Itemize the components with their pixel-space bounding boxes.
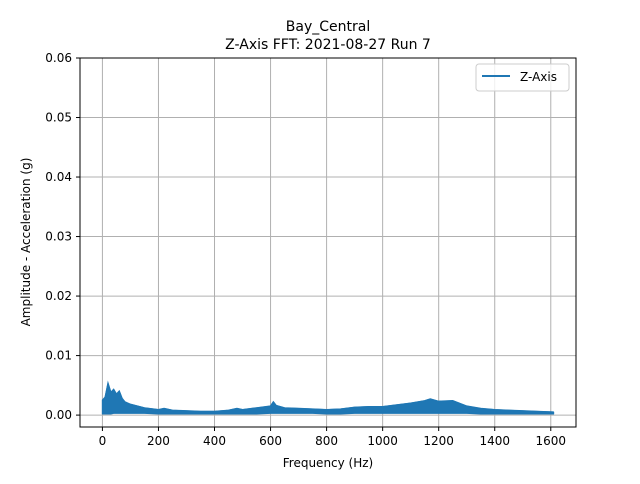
y-axis-label: Amplitude - Acceleration (g) — [19, 158, 33, 327]
plot-frame — [79, 57, 577, 428]
x-tick-label-8: 1600 — [536, 434, 567, 448]
chart-subtitle: Z-Axis FFT: 2021-08-27 Run 7 — [225, 37, 431, 53]
chart-title: Bay_Central — [286, 19, 370, 35]
legend-frame — [475, 63, 570, 92]
x-axis-label: Frequency (Hz) — [283, 456, 374, 470]
series-layer — [101, 380, 555, 415]
y-tick-label-1: 0.01 — [45, 349, 72, 363]
series-0-line — [101, 380, 554, 413]
x-tick-label-4: 800 — [315, 434, 338, 448]
x-tick-label-5: 1000 — [367, 434, 398, 448]
y-tick-label-5: 0.05 — [45, 111, 72, 125]
y-tick-label-0: 0.00 — [45, 408, 72, 422]
grid — [80, 57, 576, 427]
axes: 0 200 400 600 800 1000 1200 1400 1600 0.00 0.01 0.0… — [45, 51, 577, 448]
legend: Z-Axis — [475, 63, 570, 92]
x-tick-label-0: 0 — [99, 434, 107, 448]
x-tick-label-2: 400 — [203, 434, 226, 448]
y-tick-label-6: 0.06 — [45, 51, 72, 65]
x-tick-label-6: 1200 — [423, 434, 454, 448]
y-tick-label-3: 0.03 — [45, 230, 72, 244]
x-tick-label-7: 1400 — [479, 434, 510, 448]
legend-label: Z-Axis — [520, 70, 557, 84]
x-tick-label-1: 200 — [147, 434, 170, 448]
x-tick-label-3: 600 — [259, 434, 282, 448]
y-tick-label-2: 0.02 — [45, 289, 72, 303]
y-tick-label-4: 0.04 — [45, 170, 72, 184]
